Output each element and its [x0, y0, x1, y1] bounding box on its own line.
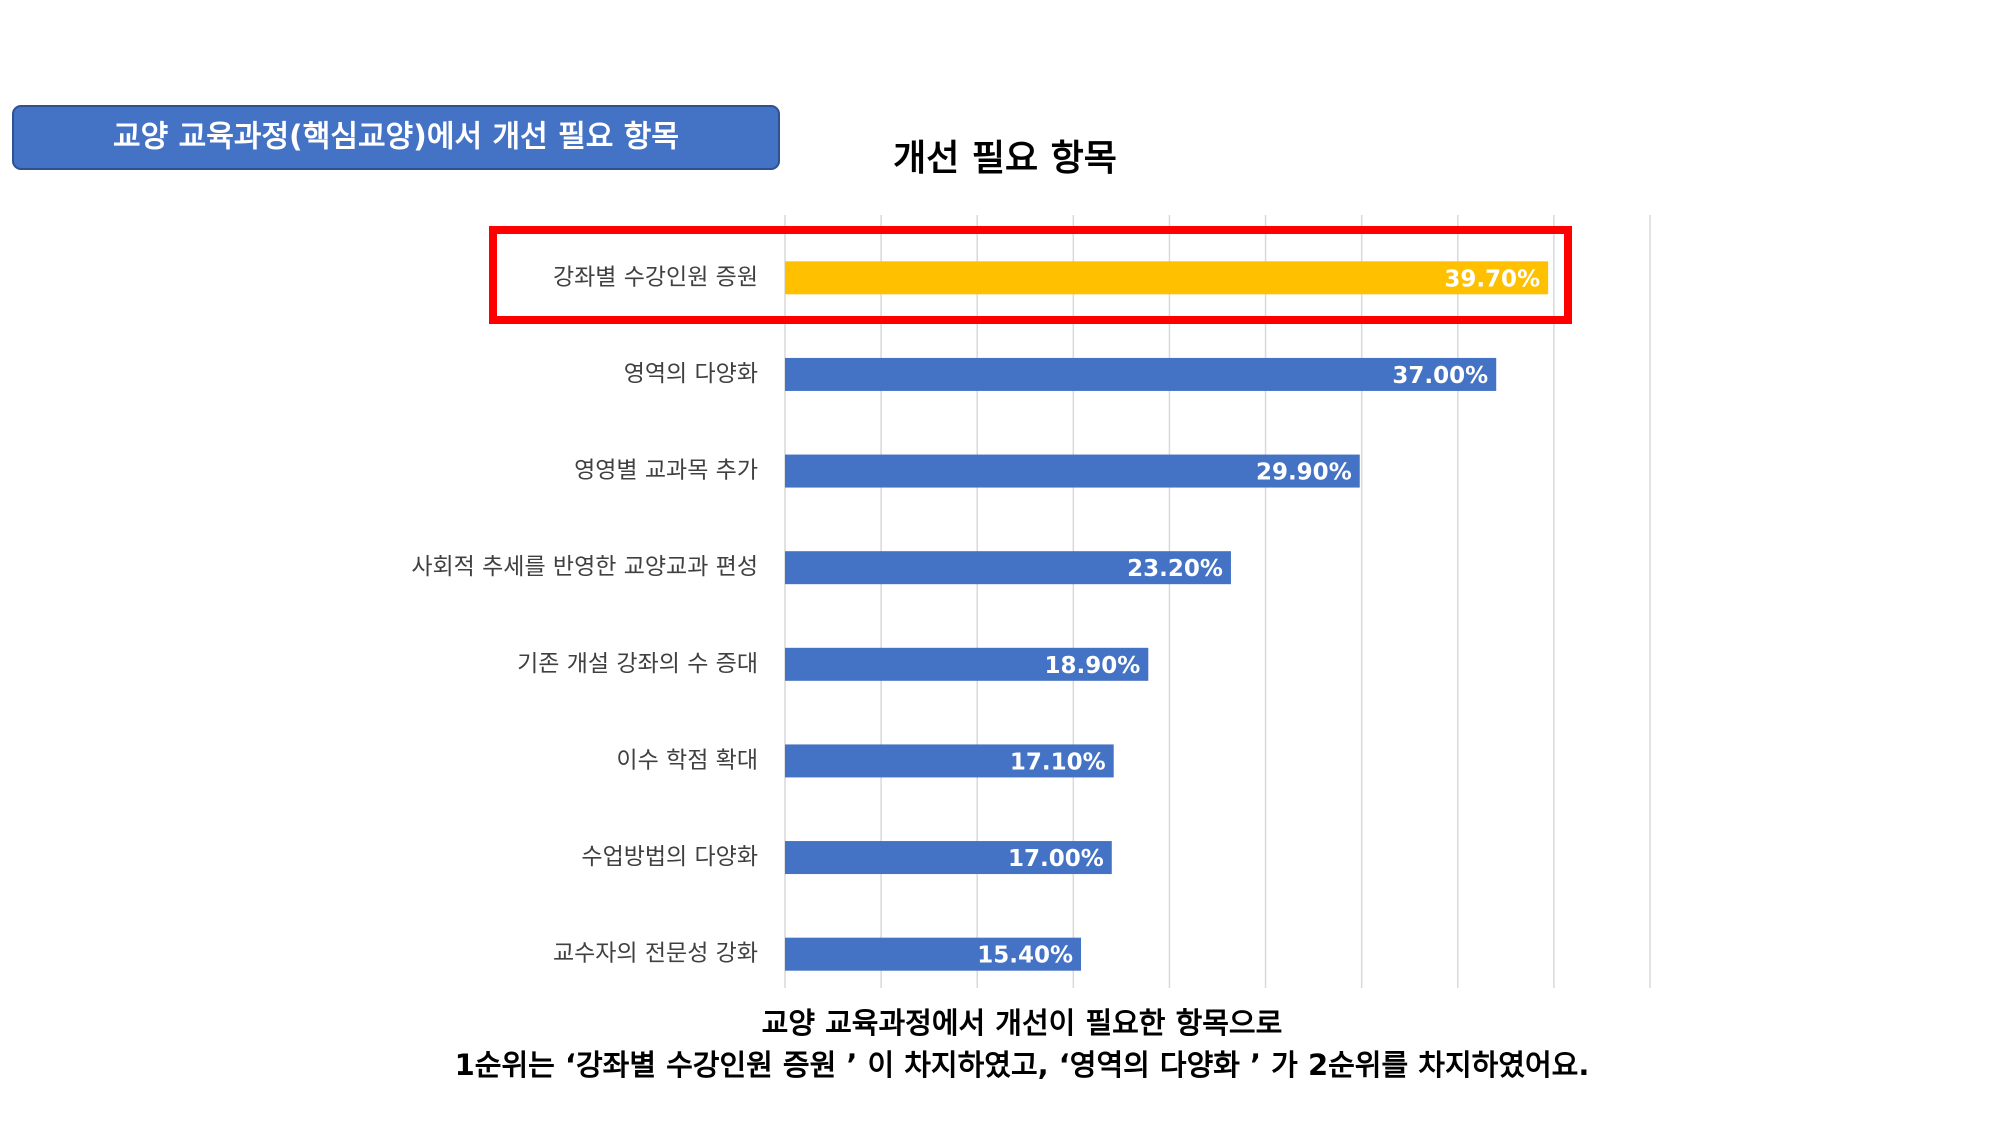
bar	[785, 744, 1114, 778]
value-label: 23.20%	[1127, 556, 1223, 582]
value-label: 39.70%	[1444, 266, 1540, 292]
value-label: 15.40%	[977, 943, 1073, 969]
header-title: 교양 교육과정(핵심교양)에서 개선 필요 항목	[113, 120, 679, 155]
category-label: 강좌별 수강인원 증원	[553, 264, 758, 290]
category-label: 영역의 다양화	[624, 361, 758, 387]
category-label: 영영별 교과목 추가	[574, 458, 758, 484]
bar	[785, 937, 1082, 971]
bar	[785, 454, 1360, 488]
bar	[785, 551, 1231, 585]
header-box	[12, 105, 780, 170]
value-label: 18.90%	[1045, 653, 1141, 679]
category-label: 교수자의 전문성 강화	[553, 941, 758, 967]
category-label: 기존 개설 강좌의 수 증대	[517, 651, 758, 677]
highlight-box	[489, 226, 1572, 324]
category-label: 수업방법의 다양화	[581, 844, 758, 870]
value-label: 17.10%	[1010, 749, 1106, 775]
footer-line: 교양 교육과정에서 개선이 필요한 항목으로	[762, 1006, 1283, 1040]
bar	[785, 357, 1497, 391]
value-label: 37.00%	[1392, 363, 1488, 389]
bar	[785, 261, 1549, 295]
bar	[785, 647, 1149, 681]
bar	[785, 841, 1112, 875]
category-label: 이수 학점 확대	[616, 747, 758, 773]
value-label: 29.90%	[1256, 460, 1352, 486]
chart-title: 개선 필요 항목	[893, 138, 1117, 179]
value-label: 17.00%	[1008, 846, 1104, 872]
footer-line: 1순위는 ‘강좌별 수강인원 증원 ’ 이 차지하였고, ‘영역의 다양화 ’ …	[455, 1048, 1590, 1082]
category-label: 사회적 추세를 반영한 교양교과 편성	[411, 554, 758, 580]
